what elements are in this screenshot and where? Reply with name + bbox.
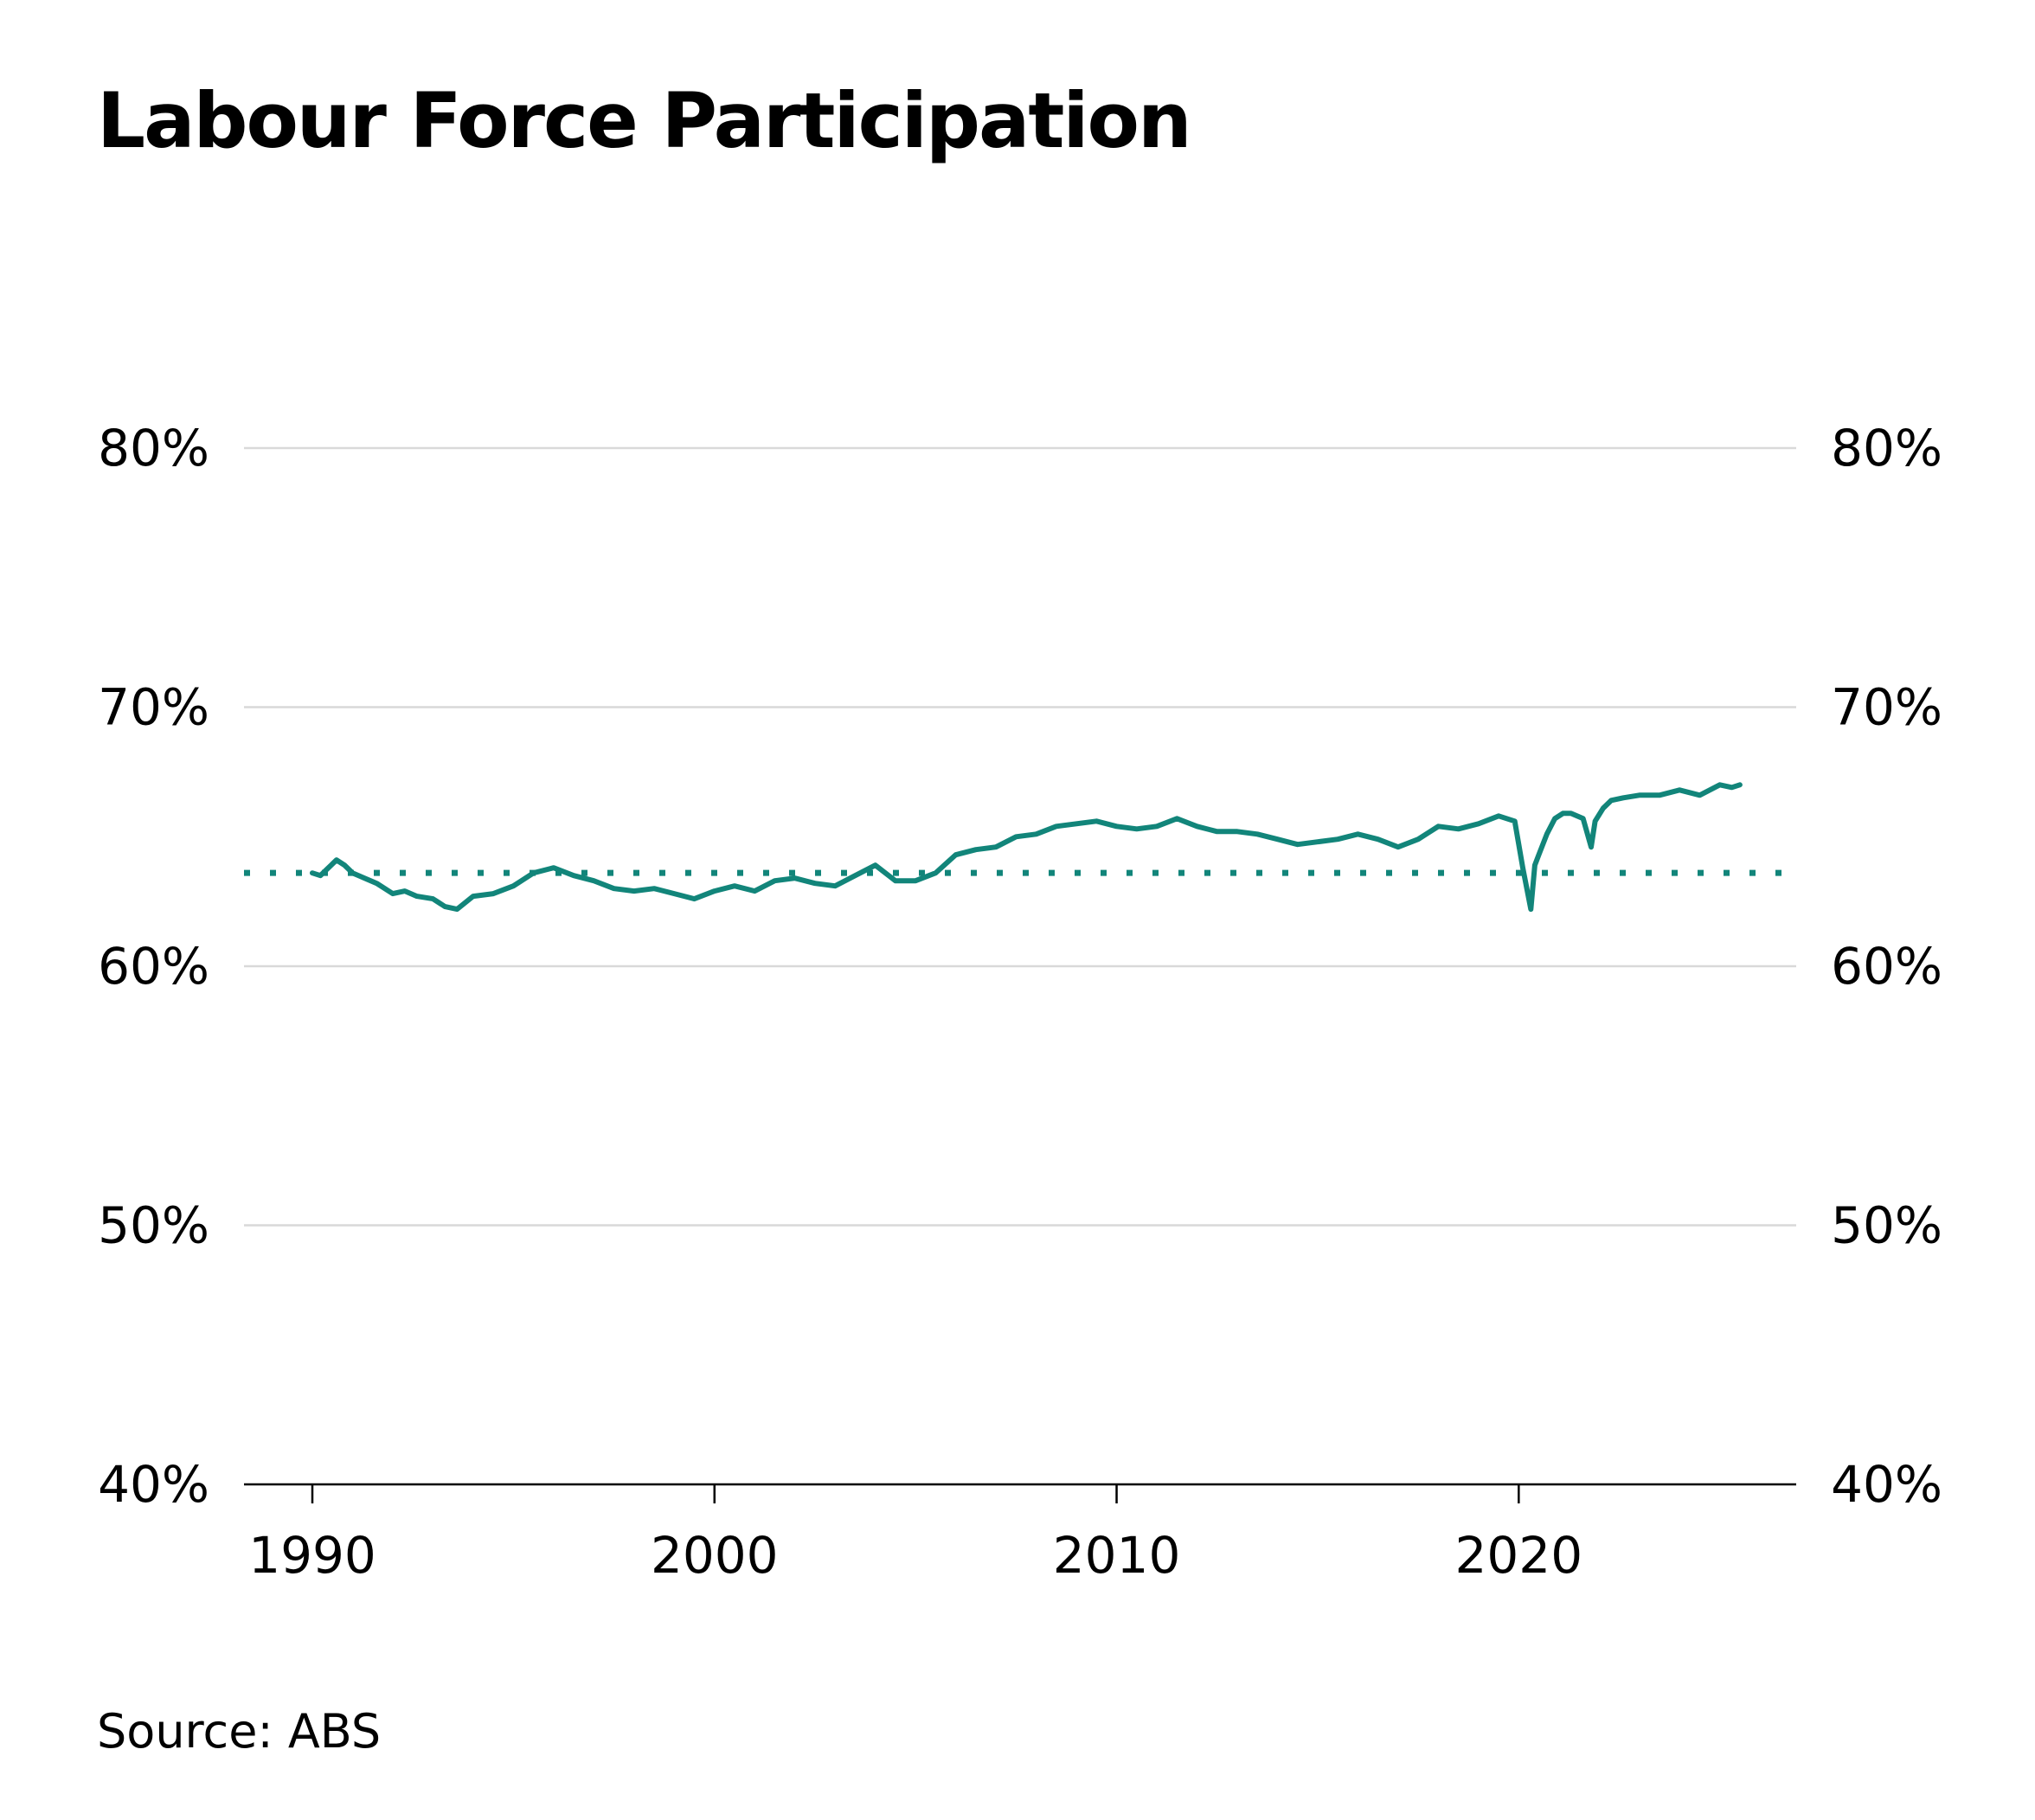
y-tick-label-right: 50%	[1831, 1196, 1942, 1255]
x-tick-label: 2000	[651, 1526, 779, 1585]
x-tick-label: 2020	[1455, 1526, 1583, 1585]
x-axis-ticks: 1990 2000 2010 2020	[248, 1484, 1582, 1585]
y-tick-label-right: 70%	[1831, 678, 1942, 737]
y-tick-label-left: 40%	[98, 1455, 209, 1514]
series-line	[310, 782, 1743, 913]
gridlines	[244, 446, 1796, 1227]
y-axis-right: 40% 50% 60% 70% 80%	[1831, 419, 1942, 1514]
y-tick-label-left: 80%	[98, 419, 209, 477]
y-tick-label-right: 40%	[1831, 1455, 1942, 1514]
y-tick-label-left: 70%	[98, 678, 209, 737]
y-axis-left: 40% 50% 60% 70% 80%	[98, 419, 209, 1514]
series-group	[310, 782, 1743, 913]
source-note: Source: ABS	[97, 1704, 382, 1759]
chart-title: Labour Force Participation	[97, 76, 1192, 165]
y-tick-label-right: 60%	[1831, 937, 1942, 996]
y-tick-label-left: 50%	[98, 1196, 209, 1255]
x-tick-label: 1990	[248, 1526, 376, 1585]
y-tick-label-left: 60%	[98, 937, 209, 996]
x-tick-label: 2010	[1053, 1526, 1181, 1585]
y-tick-label-right: 80%	[1831, 419, 1942, 477]
